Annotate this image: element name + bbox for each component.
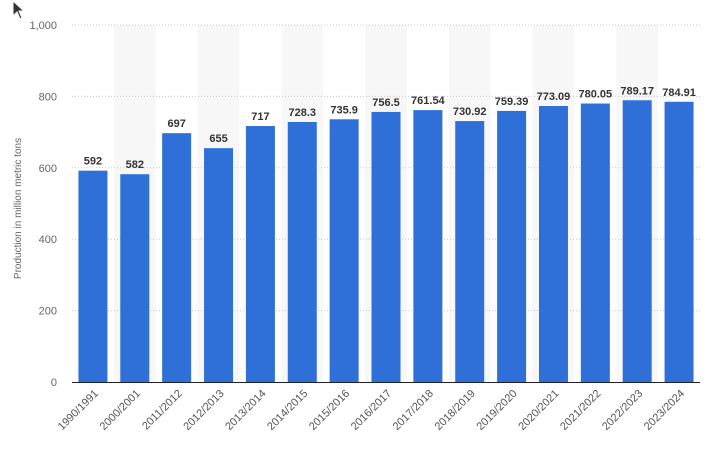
x-tick-label: 2017/2018 [391,388,436,433]
bar[interactable] [538,106,568,382]
y-tick-label: 200 [39,306,57,318]
bar[interactable] [329,119,359,383]
y-axis-ticks: 0 200 400 600 800 1,000 [29,20,57,389]
x-tick-label: 2019/2020 [474,388,519,433]
bar[interactable] [580,103,610,382]
bar[interactable] [120,174,150,382]
y-tick-label: 400 [39,234,57,246]
bar[interactable] [497,110,527,382]
data-label: 728.3 [289,107,317,119]
x-tick-label: 2018/2019 [433,388,478,433]
y-tick-label: 1,000 [29,20,57,32]
value-labels: 592 582 697 655 717 728.3 735.9 756.5 761.54 730.… [84,85,696,171]
x-tick-label: 2020/2021 [516,388,561,433]
x-tick-label: 2012/2013 [181,388,226,433]
x-tick-label: 1990/1991 [56,388,101,433]
y-tick-label: 600 [39,163,57,175]
bar[interactable] [162,133,192,382]
data-label: 655 [209,133,227,145]
bar[interactable] [622,100,652,383]
bar[interactable] [371,111,401,382]
x-axis-ticks: 1990/19912000/20012011/20122012/20132013… [56,388,687,433]
mouse-cursor-icon [12,0,26,20]
bars [78,100,694,383]
data-label: 759.39 [495,96,529,108]
bar[interactable] [455,121,485,383]
y-tick-label: 800 [39,91,57,103]
bar[interactable] [287,121,317,383]
data-label: 784.91 [662,87,696,99]
data-label: 697 [167,118,185,130]
data-label: 780.05 [579,89,613,101]
x-tick-label: 2013/2014 [223,388,268,433]
x-tick-label: 2015/2016 [307,388,352,433]
x-tick-label: 2022/2023 [600,388,645,433]
data-label: 735.9 [330,104,358,116]
x-tick-label: 2021/2022 [558,388,603,433]
bar[interactable] [664,101,694,382]
bar[interactable] [245,126,275,382]
data-label: 717 [251,111,269,123]
x-tick-label: 2014/2015 [265,388,310,433]
data-label: 773.09 [537,91,571,103]
y-axis-label: Production in million metric tons [13,138,24,279]
data-label: 789.17 [620,85,654,97]
data-label: 730.92 [453,106,487,118]
bar[interactable] [413,110,443,382]
data-label: 592 [84,156,102,168]
data-label: 582 [126,159,144,171]
y-tick-label: 0 [51,377,57,389]
data-label: 761.54 [411,95,446,107]
bar[interactable] [78,170,108,382]
x-tick-label: 2011/2012 [140,388,185,433]
bar[interactable] [204,148,234,382]
x-tick-label: 2016/2017 [349,388,394,433]
x-tick-label: 2023/2024 [642,388,687,433]
x-tick-label: 2000/2001 [98,388,143,433]
data-label: 756.5 [372,97,400,109]
